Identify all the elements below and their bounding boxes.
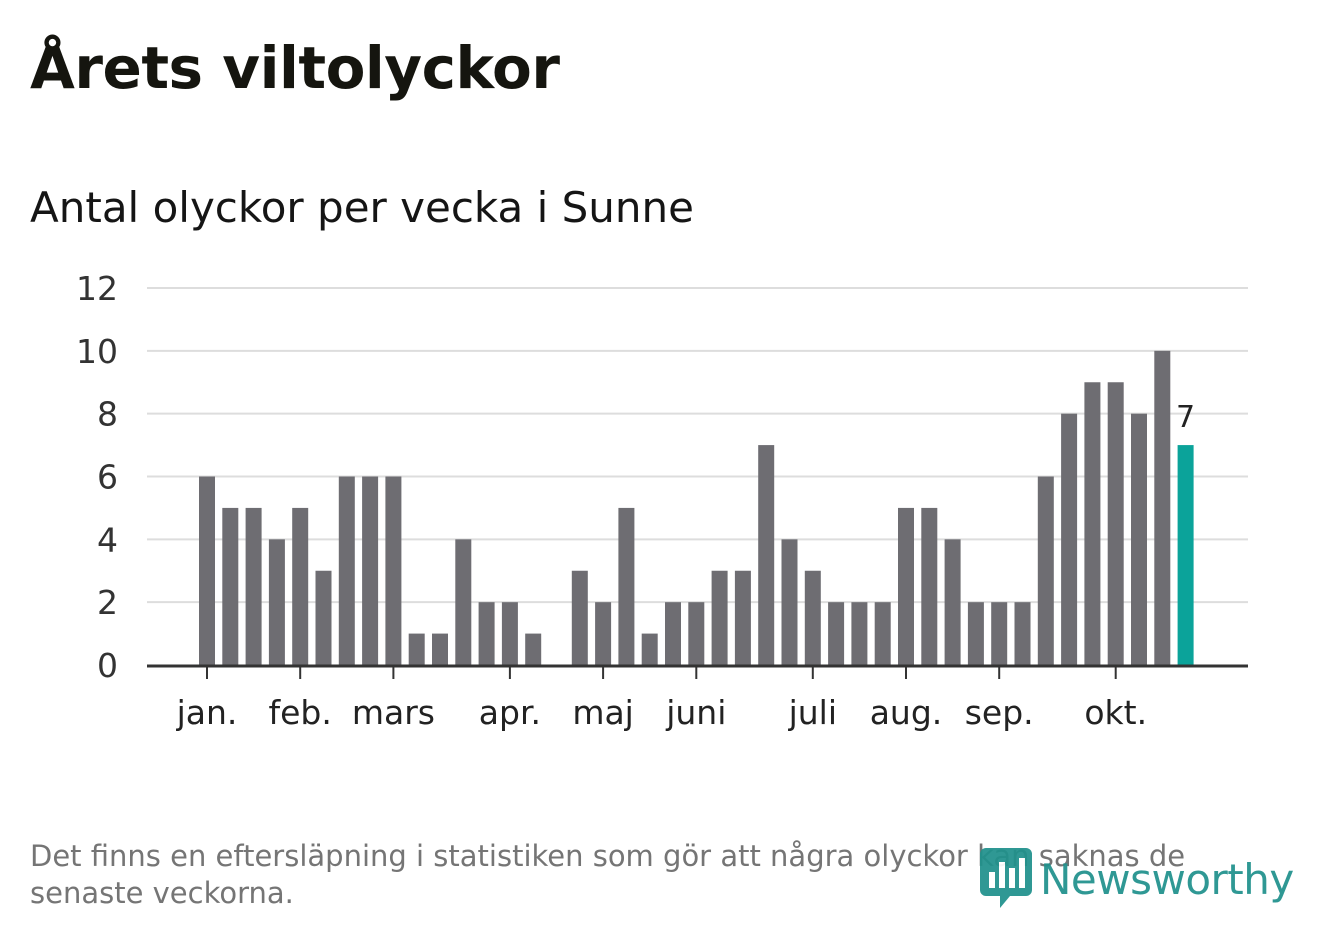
bar xyxy=(1154,350,1171,665)
bar xyxy=(688,602,705,665)
bar xyxy=(315,570,332,665)
chart-subtitle: Antal olyckor per vecka i Sunne xyxy=(30,183,694,232)
bar xyxy=(199,476,215,665)
bar xyxy=(408,633,425,665)
x-axis-ticks: jan. feb. mars apr. maj juni juli aug. sep. okt. xyxy=(176,666,1147,732)
bar xyxy=(991,602,1008,665)
bar xyxy=(385,476,402,665)
logo-text: Newsworthy xyxy=(1040,854,1294,904)
x-tick-label: juli xyxy=(788,693,837,732)
bar xyxy=(804,570,821,665)
bar xyxy=(758,445,775,665)
bar xyxy=(944,539,961,665)
bar xyxy=(874,602,891,665)
last-value-label: 7 xyxy=(1176,400,1195,435)
bar xyxy=(595,602,612,665)
bar xyxy=(921,507,938,665)
bar xyxy=(781,539,798,665)
chart-logo-icon xyxy=(980,848,1032,908)
bar-chart: 0 2 4 6 8 10 12 jan. feb. mars apr. maj juni juli aug… xyxy=(76,269,1248,732)
bar xyxy=(734,570,751,665)
bar xyxy=(292,507,309,665)
bar xyxy=(1107,382,1124,665)
chart-title: Årets viltolyckor xyxy=(30,34,560,102)
x-tick-label: okt. xyxy=(1084,693,1147,732)
bar xyxy=(222,507,239,665)
bar xyxy=(1014,602,1031,665)
bar xyxy=(618,507,635,665)
bar xyxy=(641,633,658,665)
y-axis-ticks: 0 2 4 6 8 10 12 xyxy=(76,269,118,685)
x-tick-label: feb. xyxy=(269,693,332,732)
bar xyxy=(268,539,285,665)
bar xyxy=(851,602,868,665)
bar xyxy=(338,476,355,665)
bar xyxy=(898,507,914,665)
x-tick-label: aug. xyxy=(870,693,943,732)
bar xyxy=(1084,382,1101,665)
bar xyxy=(501,602,518,665)
y-tick-label: 10 xyxy=(76,332,118,371)
bar xyxy=(1061,413,1078,665)
x-tick-label: maj xyxy=(572,693,634,732)
y-tick-label: 8 xyxy=(97,395,118,434)
data-labels: 7 xyxy=(1176,400,1195,435)
bar xyxy=(967,602,984,665)
newsworthy-logo: Newsworthy xyxy=(980,848,1294,910)
bar xyxy=(665,602,681,665)
bar xyxy=(362,476,379,665)
x-tick-label: juni xyxy=(665,693,726,732)
y-tick-label: 0 xyxy=(97,646,118,685)
y-tick-label: 4 xyxy=(97,520,118,559)
y-tick-label: 6 xyxy=(97,458,118,497)
y-tick-label: 12 xyxy=(76,269,118,308)
grid-lines xyxy=(147,287,1248,604)
bar xyxy=(711,570,728,665)
x-tick-label: apr. xyxy=(479,693,541,732)
bar xyxy=(828,602,845,665)
bar xyxy=(432,633,448,665)
y-tick-label: 2 xyxy=(97,583,118,622)
bar xyxy=(245,507,262,665)
x-tick-label: sep. xyxy=(965,693,1034,732)
x-tick-label: mars xyxy=(352,693,435,732)
x-tick-label: jan. xyxy=(176,693,238,732)
bars xyxy=(199,350,1194,665)
bar xyxy=(1037,476,1054,665)
bar xyxy=(455,539,472,665)
bar xyxy=(571,570,588,665)
bar-highlight xyxy=(1177,445,1194,665)
bar xyxy=(478,602,495,665)
bar xyxy=(1131,413,1147,665)
bar xyxy=(525,633,542,665)
